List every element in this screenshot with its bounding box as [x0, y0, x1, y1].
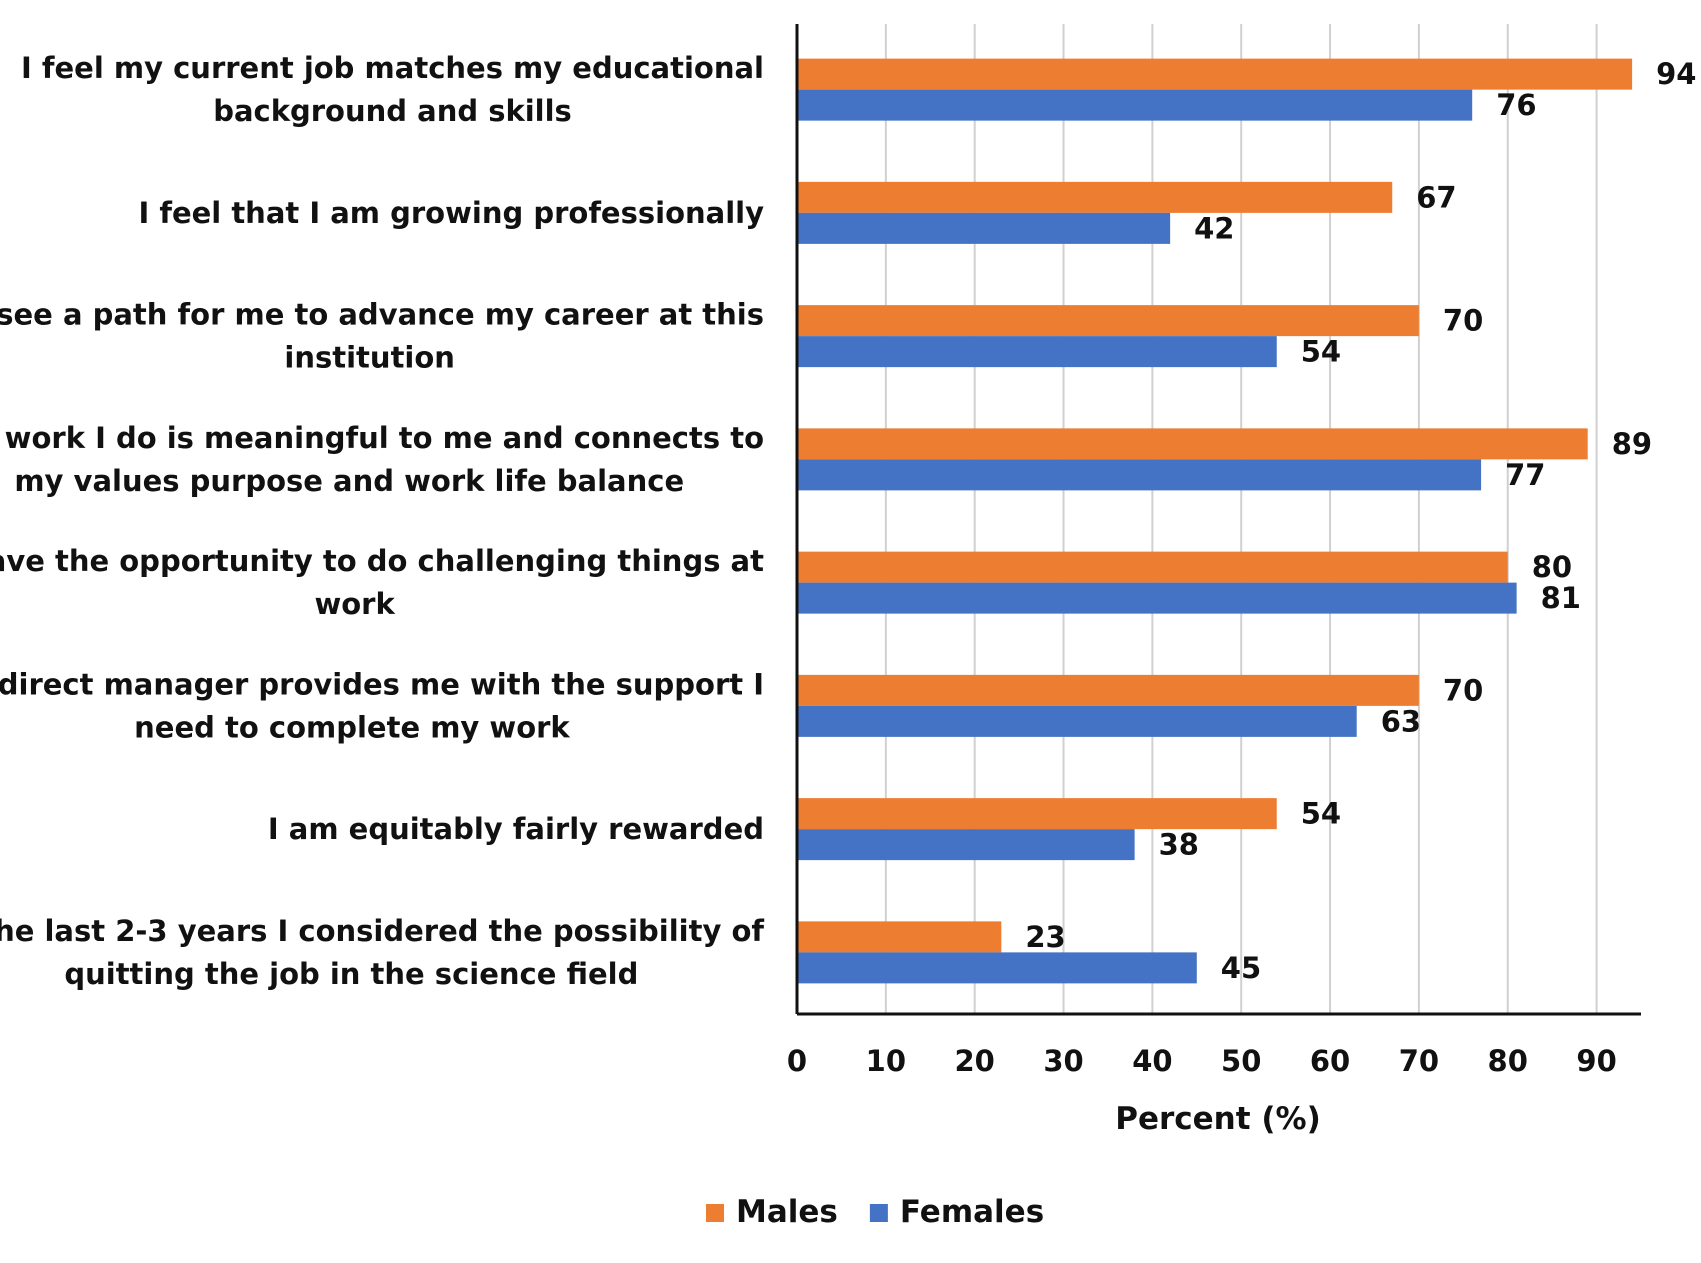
category-label-7-line-0: In the last 2-3 years I considered the p… [0, 914, 764, 948]
category-label-4-line-1: work [314, 587, 395, 621]
x-tick-label: 60 [1310, 1044, 1350, 1078]
value-label-females-2: 54 [1301, 335, 1341, 369]
value-label-females-7: 45 [1221, 951, 1261, 985]
bar-females-4 [797, 582, 1517, 614]
value-label-males-7: 23 [1025, 920, 1065, 954]
category-label-3-line-0: The work I do is meaningful to me and co… [0, 421, 764, 455]
value-label-males-1: 67 [1416, 180, 1456, 214]
bar-females-6 [797, 829, 1135, 861]
bar-males-2 [797, 305, 1419, 337]
value-label-males-5: 70 [1443, 673, 1483, 707]
value-label-males-2: 70 [1443, 304, 1483, 338]
bar-males-4 [797, 551, 1508, 583]
value-label-females-4: 81 [1541, 581, 1581, 615]
bar-females-7 [797, 952, 1197, 984]
value-label-males-3: 89 [1612, 427, 1652, 461]
bar-males-3 [797, 428, 1588, 460]
value-label-females-1: 42 [1194, 211, 1234, 245]
x-tick-label: 10 [866, 1044, 906, 1078]
category-label-7-line-1: quitting the job in the science field [64, 957, 638, 991]
x-axis-title: Percent (%) [1115, 1101, 1321, 1137]
value-label-females-3: 77 [1505, 458, 1545, 492]
bars [797, 58, 1633, 984]
value-label-females-6: 38 [1159, 828, 1199, 862]
category-label-0-line-0: I feel my current job matches my educati… [21, 51, 764, 85]
category-label-5-line-0: My direct manager provides me with the s… [0, 667, 764, 701]
x-tick-label: 90 [1576, 1044, 1616, 1078]
value-label-females-5: 63 [1381, 704, 1421, 738]
value-label-males-6: 54 [1301, 797, 1341, 831]
category-label-5-line-1: need to complete my work [134, 710, 570, 744]
x-tick-label: 40 [1132, 1044, 1172, 1078]
x-tick-label: 0 [787, 1044, 807, 1078]
category-label-6-line-0: I am equitably fairly rewarded [268, 812, 764, 846]
labels: 94 76 I feel my current job matches my edu… [0, 51, 1696, 991]
x-tick-label: 30 [1043, 1044, 1083, 1078]
legend: Males Females [706, 1194, 1044, 1230]
x-tick-label: 20 [955, 1044, 995, 1078]
x-tick-label: 50 [1221, 1044, 1261, 1078]
category-label-2-line-0: I see a path for me to advance my career… [0, 298, 764, 332]
bar-males-7 [797, 921, 1002, 953]
bar-males-1 [797, 181, 1393, 213]
value-label-males-0: 94 [1656, 57, 1696, 91]
bar-males-6 [797, 798, 1277, 830]
category-label-0-line-1: background and skills [213, 94, 572, 128]
value-label-males-4: 80 [1532, 550, 1572, 584]
axes: 0 10 20 30 40 50 60 70 80 90 Percent (%) [787, 24, 1641, 1137]
bar-males-5 [797, 674, 1419, 706]
bar-females-3 [797, 459, 1482, 491]
value-label-females-0: 76 [1496, 88, 1536, 122]
category-label-1-line-0: I feel that I am growing professionally [138, 196, 764, 230]
bar-females-0 [797, 89, 1473, 121]
legend-swatch-females [869, 1204, 888, 1222]
legend-swatch-males [706, 1204, 724, 1222]
bar-females-2 [797, 336, 1277, 368]
bar-females-5 [797, 705, 1357, 737]
bar-males-0 [797, 58, 1633, 90]
legend-label-males: Males [736, 1194, 838, 1230]
gridlines [884, 24, 1598, 1014]
x-tick-label: 80 [1488, 1044, 1528, 1078]
bar-females-1 [797, 212, 1171, 244]
legend-label-females: Females [900, 1194, 1044, 1230]
category-label-4-line-0: I have the opportunity to do challenging… [0, 544, 764, 578]
category-label-2-line-1: institution [284, 341, 455, 375]
x-tick-label: 70 [1399, 1044, 1439, 1078]
category-label-3-line-1: my values purpose and work life balance [14, 464, 684, 498]
